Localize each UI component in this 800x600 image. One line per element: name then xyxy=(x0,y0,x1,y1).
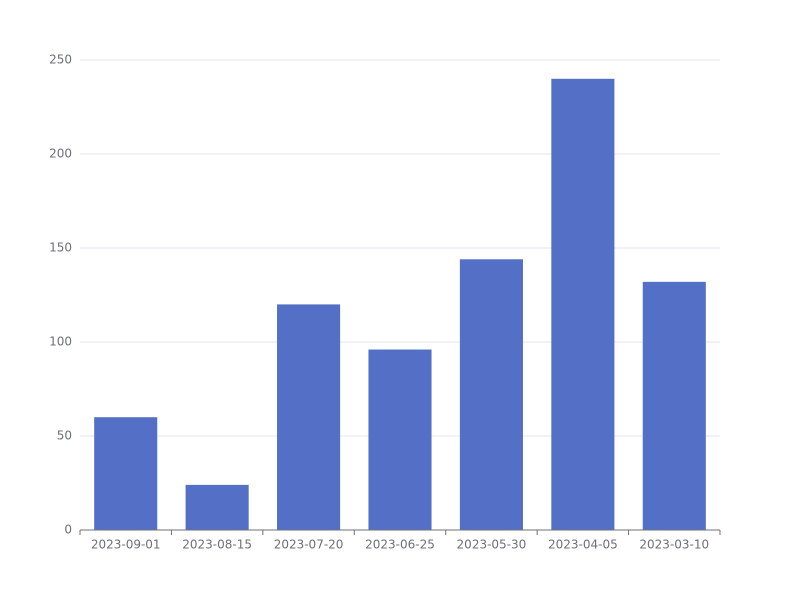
x-tick-label: 2023-04-05 xyxy=(548,538,618,552)
x-tick-label: 2023-03-10 xyxy=(639,538,709,552)
y-tick-label: 50 xyxy=(57,429,72,443)
bar xyxy=(185,484,249,530)
x-tick-label: 2023-09-01 xyxy=(91,538,161,552)
x-tick-label: 2023-07-20 xyxy=(274,538,344,552)
y-tick-label: 100 xyxy=(49,335,72,349)
x-tick-label: 2023-05-30 xyxy=(457,538,527,552)
y-tick-label: 150 xyxy=(49,241,72,255)
y-tick-label: 250 xyxy=(49,53,72,67)
bar xyxy=(551,78,615,531)
bar xyxy=(368,349,432,530)
bar xyxy=(277,304,341,530)
x-tick-label: 2023-06-25 xyxy=(365,538,435,552)
bar xyxy=(642,281,706,530)
bar xyxy=(94,417,158,530)
bar xyxy=(459,259,523,530)
x-tick-label: 2023-08-15 xyxy=(182,538,252,552)
y-tick-label: 200 xyxy=(49,147,72,161)
y-tick-label: 0 xyxy=(64,523,72,537)
